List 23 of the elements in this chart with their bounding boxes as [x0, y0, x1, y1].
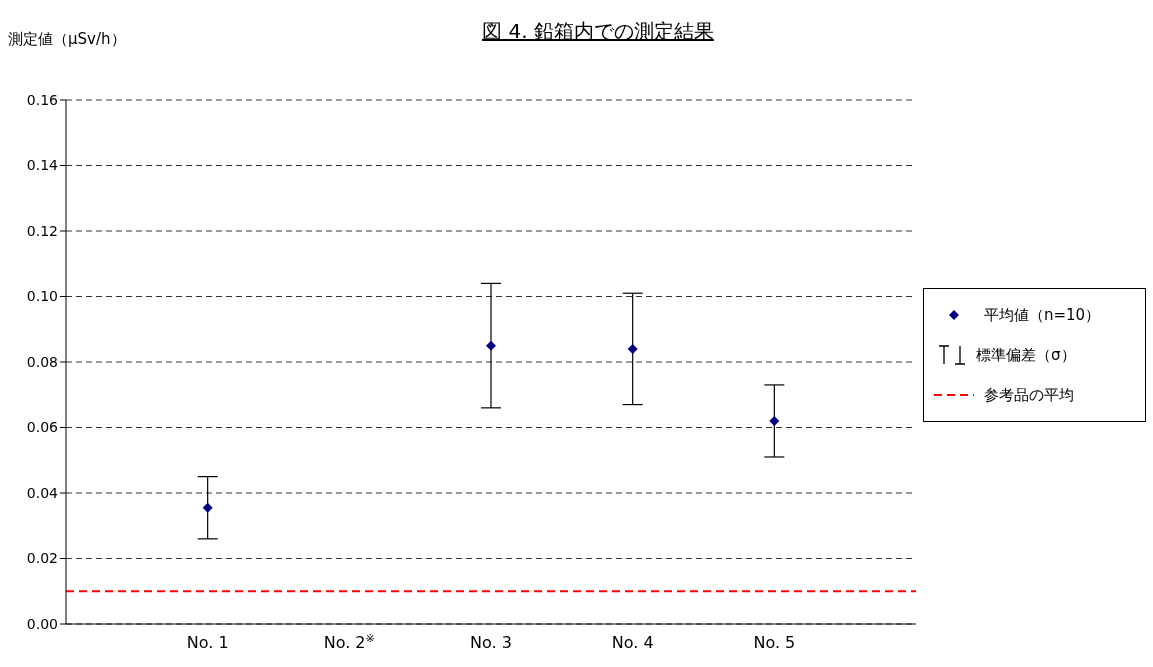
x-tick-label: No. 5 — [753, 633, 796, 652]
y-tick-label: 0.14 — [26, 157, 59, 174]
legend-label: 参考品の平均 — [984, 385, 1074, 405]
y-tick-label: 0.02 — [26, 550, 58, 567]
y-axis-title: 測定値（μSv/h） — [8, 29, 126, 50]
x-tick-label: No. 1 — [186, 633, 229, 652]
legend-label: 平均値（n=10） — [984, 305, 1101, 325]
point — [202, 502, 213, 513]
chart-title: 図 4. 鉛箱内での測定結果 — [481, 18, 715, 45]
text: 標準偏差（σ） — [976, 345, 1076, 365]
y-tick-label: 0.00 — [26, 615, 58, 632]
y-tick-label: 0.08 — [26, 353, 58, 370]
point — [627, 343, 638, 354]
x-tick-label: No. 2$^{※}$ — [323, 631, 375, 652]
point — [486, 340, 496, 351]
y-tick-label: 0.16 — [26, 91, 59, 108]
x-tick-label: No. 4 — [611, 633, 654, 652]
y-tick-label: 0.10 — [26, 288, 58, 305]
y-tick-label: 0.06 — [26, 419, 59, 436]
y-tick-label: 0.04 — [26, 484, 59, 501]
point — [769, 415, 780, 426]
y-tick-label: 0.12 — [26, 222, 58, 239]
x-tick-label: No. 3 — [470, 633, 512, 652]
